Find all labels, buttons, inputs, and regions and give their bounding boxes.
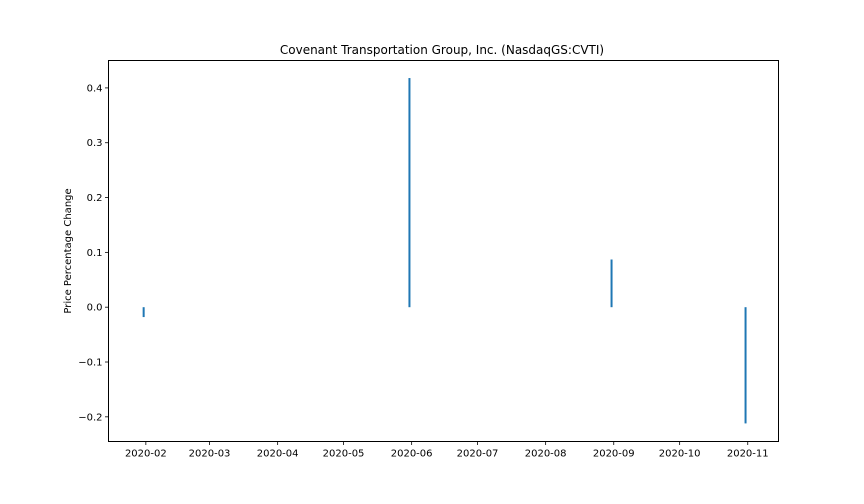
x-tick-label: 2020-07 — [457, 449, 499, 460]
bar-2020-05-31 — [408, 78, 410, 307]
y-tick-label: 0.0 — [87, 303, 103, 314]
x-tick-label: 2020-08 — [525, 449, 567, 460]
x-tick-label: 2020-02 — [125, 449, 167, 460]
chart-title: Covenant Transportation Group, Inc. (Nas… — [280, 43, 604, 57]
x-tick-label: 2020-09 — [593, 449, 635, 460]
y-tick-label: −0.2 — [78, 412, 102, 423]
y-tick-label: 0.2 — [87, 193, 103, 204]
x-tick-label: 2020-04 — [257, 449, 299, 460]
x-tick-label: 2020-05 — [323, 449, 365, 460]
x-tick-label: 2020-06 — [391, 449, 433, 460]
x-axis: 2020-02 2020-03 2020-04 2020-05 2020-06 2020-… — [125, 442, 769, 460]
y-axis-label: Price Percentage Change — [63, 188, 74, 313]
bars — [143, 78, 747, 423]
plot-frame — [109, 61, 779, 442]
bar-2020-08-31 — [611, 260, 613, 308]
y-tick-label: 0.3 — [87, 138, 103, 149]
y-tick-label: −0.1 — [78, 358, 102, 369]
x-tick-label: 2020-03 — [189, 449, 231, 460]
x-tick-label: 2020-11 — [727, 449, 769, 460]
x-tick-label: 2020-10 — [659, 449, 701, 460]
bar-2020-01-31 — [143, 307, 145, 317]
bar-2020-10-31 — [745, 307, 747, 423]
y-tick-label: 0.1 — [87, 248, 103, 259]
y-tick-label: 0.4 — [87, 83, 103, 94]
y-axis: −0.2 −0.1 0.0 0.1 0.2 0.3 0.4 — [78, 83, 108, 423]
